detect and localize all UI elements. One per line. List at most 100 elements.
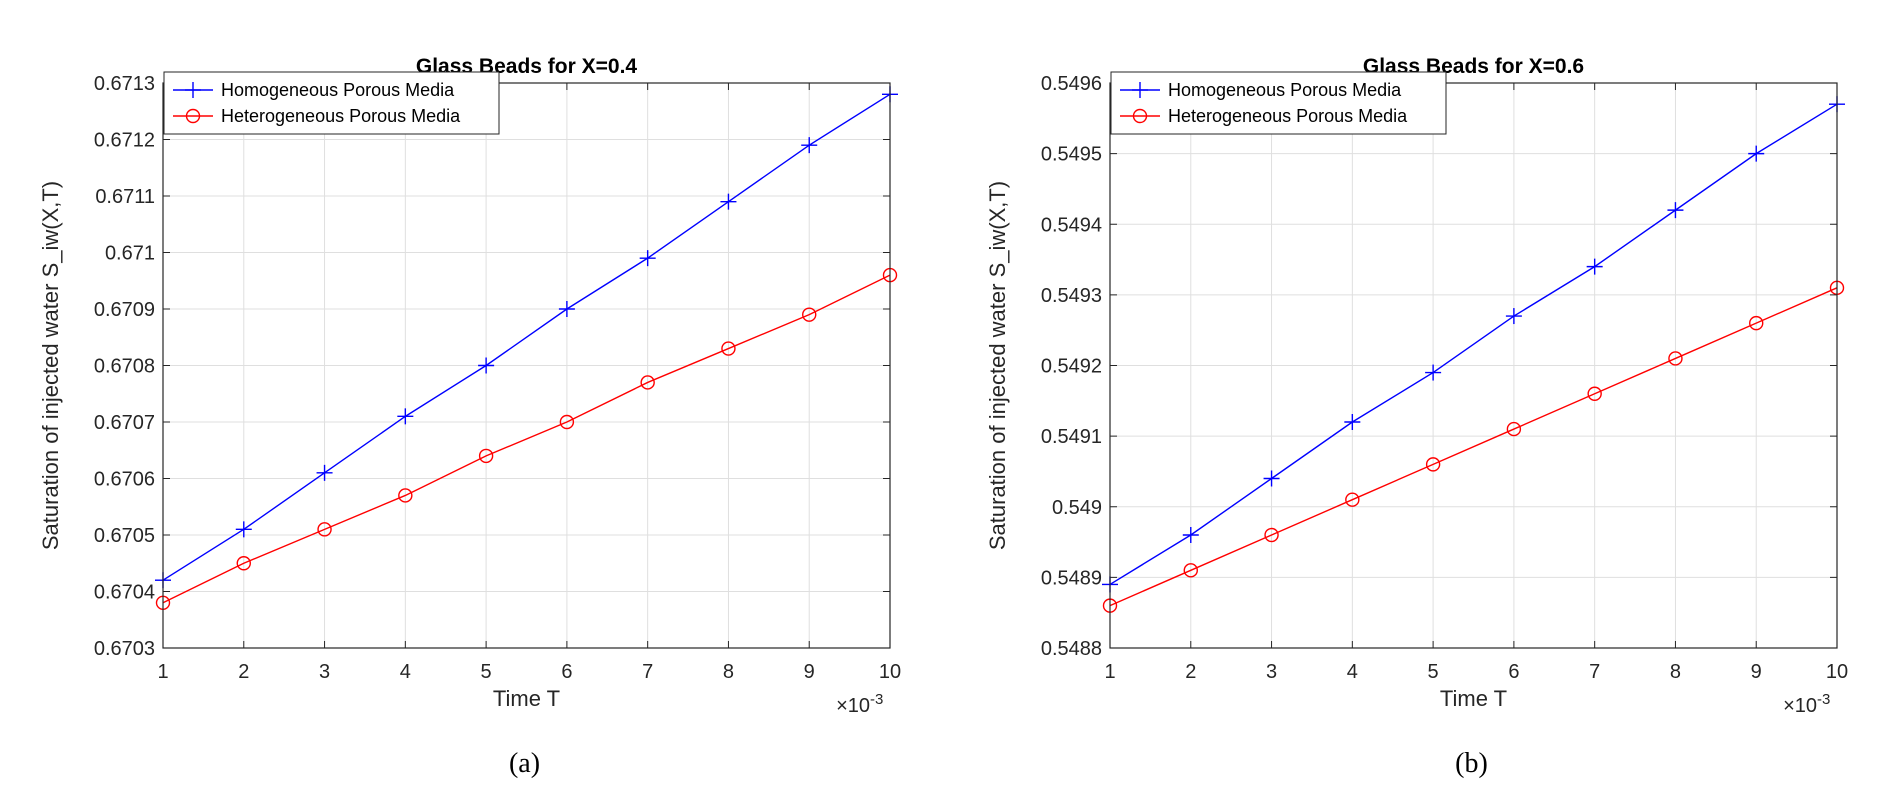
data-point-plus (639, 250, 656, 267)
legend-marker-circle (1132, 108, 1148, 124)
legend-label-2: Heterogeneous Porous Media (1168, 106, 1408, 126)
data-point-plus (1586, 258, 1603, 275)
data-point-plus (720, 193, 737, 210)
data-point-circle (398, 488, 413, 503)
data-point-circle (1668, 351, 1683, 366)
x-tick-label: 8 (723, 661, 734, 683)
x-tick-label: 10 (1826, 661, 1848, 683)
data-point-circle (1506, 421, 1522, 437)
x-tick-label: 1 (157, 661, 168, 683)
series-line-1 (1109, 103, 1838, 586)
y-tick-label: 0.5493 (1041, 285, 1102, 307)
data-point-plus (235, 521, 252, 538)
data-point-circle (640, 375, 655, 390)
legend-box (1110, 71, 1447, 135)
data-point-plus (1344, 414, 1361, 430)
chart-panel-a: 1 2 3 4 5 6 7 8 9 10 0.6703 0.6704 0.6705 0.6706 0.670… (0, 0, 947, 802)
x-tick-label: 3 (319, 661, 330, 683)
data-point-circle (1345, 492, 1360, 507)
x-axis-label: Time T (493, 686, 560, 711)
legend-marker-plus (1132, 82, 1148, 98)
y-tick-label: 0.5492 (1041, 356, 1102, 378)
x-axis-exponent: ×10 (836, 695, 870, 717)
y-tick-label: 0.6709 (94, 299, 155, 321)
x-axis-exponent-power: -3 (1817, 691, 1830, 708)
x-tick-label: 2 (238, 661, 249, 683)
x-tick-label: 1 (1104, 661, 1115, 683)
series-line-1 (162, 93, 891, 581)
series-line-2 (162, 274, 891, 604)
y-tick-label: 0.6706 (94, 469, 155, 491)
series-line-2 (1109, 287, 1838, 607)
legend-label-2: Heterogeneous Porous Media (221, 106, 461, 126)
data-point-plus (1263, 470, 1280, 487)
x-tick-label: 9 (1751, 661, 1762, 683)
x-tick-label: 5 (481, 661, 492, 683)
x-tick-label: 4 (400, 661, 411, 683)
data-point-circle (1587, 386, 1602, 401)
x-tick-label: 7 (642, 661, 653, 683)
data-point-circle (1183, 563, 1198, 578)
y-tick-label: 0.6711 (95, 186, 155, 208)
y-tick-label: 0.5489 (1041, 567, 1102, 589)
x-tick-label: 3 (1266, 661, 1277, 683)
x-axis-exponent-power: -3 (870, 691, 883, 708)
y-tick-label: 0.6713 (94, 73, 155, 95)
legend-marker-plus (185, 82, 201, 98)
y-tick-label: 0.6704 (94, 582, 155, 604)
chart-a-svg: 1 2 3 4 5 6 7 8 9 10 0.6703 0.6704 0.6705 0.6706 0.670… (38, 55, 901, 779)
x-tick-label: 9 (804, 661, 815, 683)
data-point-circle (1264, 527, 1279, 543)
data-point-circle (1425, 457, 1441, 472)
legend-label-1: Homogeneous Porous Media (1168, 80, 1402, 100)
y-tick-label: 0.5491 (1041, 426, 1102, 448)
y-tick-label: 0.549 (1052, 497, 1102, 519)
x-tick-label: 10 (879, 661, 901, 683)
data-point-circle (1749, 315, 1764, 331)
chart-panel-b: 1 2 3 4 5 6 7 8 9 10 0.5488 0.5489 0.549 0.5491 0.5492… (947, 0, 1894, 802)
panel-caption: (b) (1455, 748, 1488, 779)
legend: Homogeneous Porous Media Heterogeneous Po… (163, 71, 500, 135)
y-axis-label: Saturation of injected water S_iw(X,T) (985, 181, 1010, 550)
data-point-circle (236, 556, 251, 571)
x-tick-label: 5 (1428, 661, 1439, 683)
data-point-plus (801, 137, 818, 154)
legend-marker-circle (185, 108, 201, 124)
y-tick-label: 0.5488 (1041, 638, 1102, 660)
y-tick-label: 0.6707 (94, 412, 155, 434)
y-tick-label: 0.6708 (94, 356, 155, 378)
y-axis-label: Saturation of injected water S_iw(X,T) (38, 181, 63, 550)
legend-box (163, 71, 500, 135)
data-point-plus (1425, 364, 1442, 381)
x-tick-label: 7 (1589, 661, 1600, 683)
data-point-plus (558, 301, 575, 317)
y-tick-label: 0.5494 (1041, 214, 1102, 236)
chart-b-svg: 1 2 3 4 5 6 7 8 9 10 0.5488 0.5489 0.549 0.5491 0.5492… (985, 55, 1848, 779)
x-axis-label: Time T (1440, 686, 1507, 711)
data-point-plus (397, 408, 414, 425)
data-point-plus (1748, 145, 1765, 162)
x-tick-label: 4 (1347, 661, 1358, 683)
data-point-circle (559, 414, 575, 430)
data-point-circle (478, 448, 494, 464)
y-tick-label: 0.6712 (94, 130, 155, 152)
y-tick-label: 0.5496 (1041, 73, 1102, 95)
x-tick-label: 2 (1185, 661, 1196, 683)
data-point-plus (1667, 202, 1684, 219)
y-tick-label: 0.5495 (1041, 144, 1102, 166)
x-tick-label: 6 (1508, 661, 1519, 683)
x-tick-label: 6 (561, 661, 572, 683)
x-axis-exponent: ×10 (1783, 695, 1817, 717)
y-tick-label: 0.6703 (94, 638, 155, 660)
data-point-plus (316, 464, 333, 481)
data-point-circle (317, 522, 332, 537)
data-point-plus (1505, 308, 1522, 325)
data-point-circle (721, 341, 736, 356)
y-tick-label: 0.671 (105, 243, 155, 265)
legend-label-1: Homogeneous Porous Media (221, 80, 455, 100)
data-point-circle (802, 307, 817, 322)
data-point-plus (478, 357, 495, 374)
legend: Homogeneous Porous Media Heterogeneous Po… (1110, 71, 1447, 135)
x-tick-label: 8 (1670, 661, 1681, 683)
y-tick-label: 0.6705 (94, 525, 155, 547)
